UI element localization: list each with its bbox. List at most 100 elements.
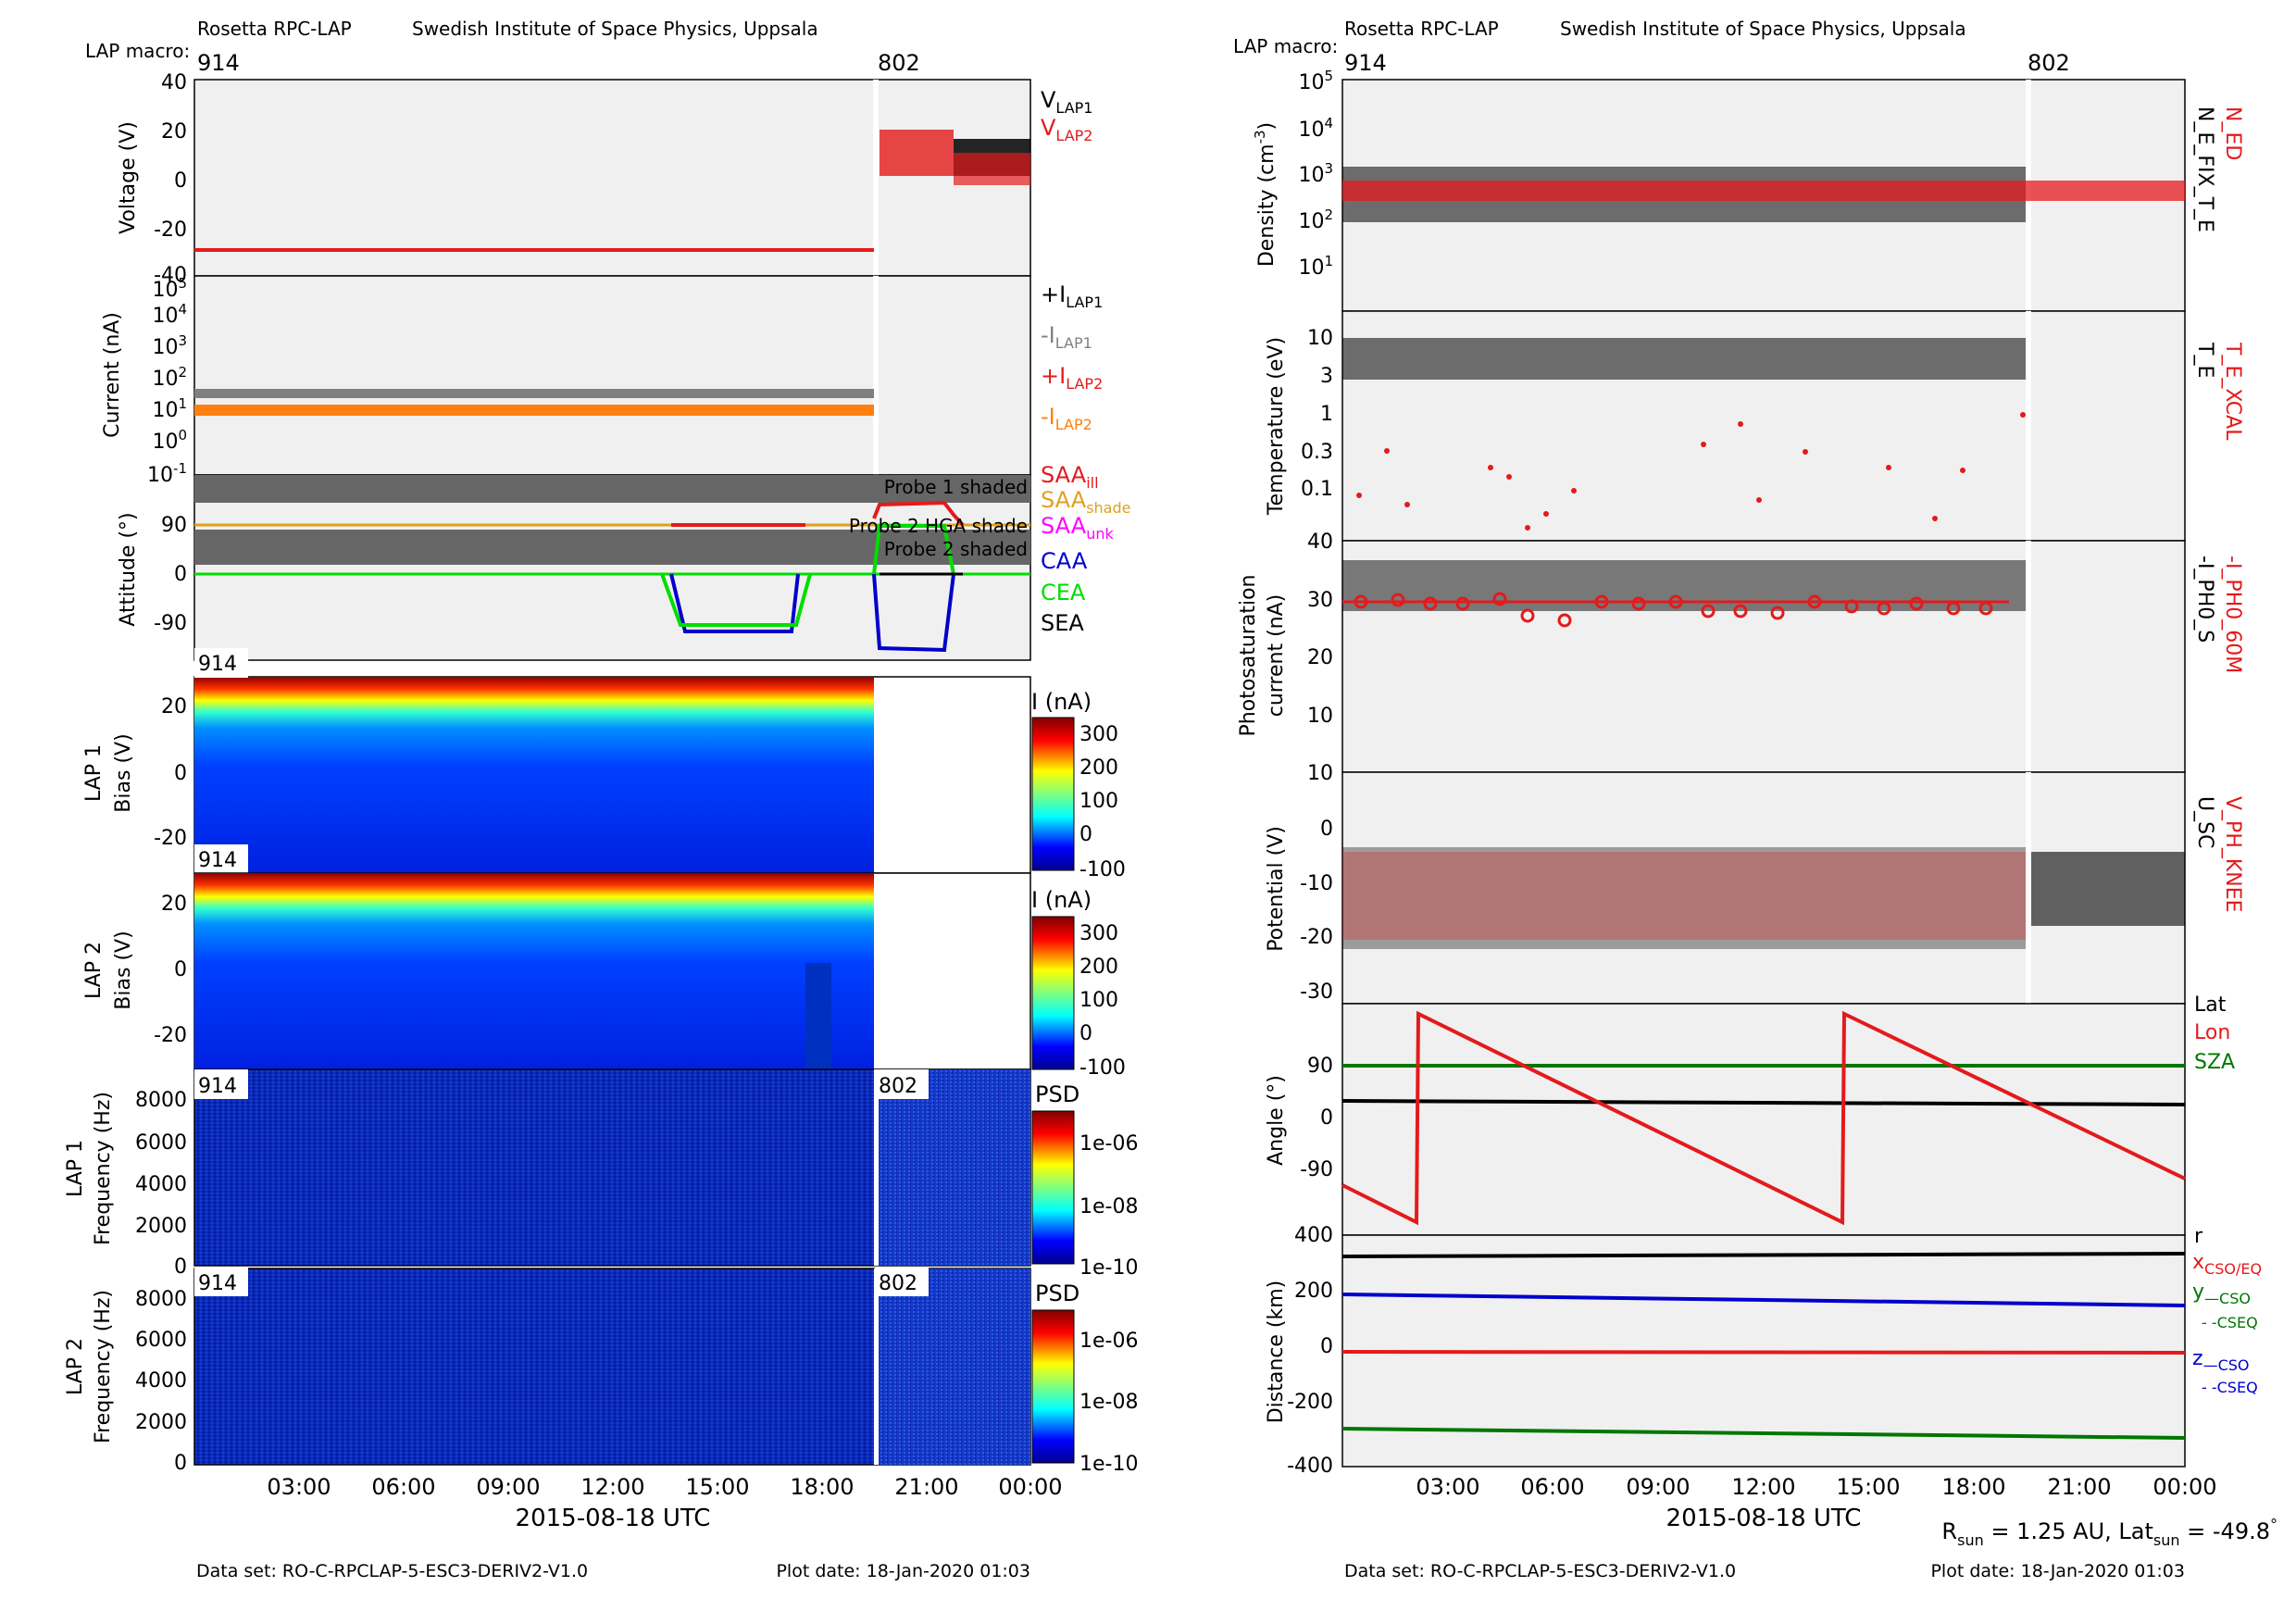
xtick: 00:00 [2152, 1474, 2216, 1500]
ytick: 10 [1307, 327, 1333, 350]
xtick: 21:00 [2047, 1474, 2111, 1500]
macro-box [194, 1267, 248, 1296]
xtick: 06:00 [1520, 1474, 1584, 1500]
spectrogram-dark-patch [805, 963, 831, 1069]
t-e-xcal-point [1803, 449, 1808, 455]
potential-panel: 0 -10 -20 -30 10 Potential (V) V_PH_KNEE… [1265, 762, 2244, 1005]
date-label: 2015-08-18 UTC [516, 1505, 711, 1532]
ytick: -30 [1300, 981, 1333, 1004]
cea-trace [660, 524, 955, 627]
colorbar-label: PSD [1035, 1081, 1079, 1107]
colorbar [1031, 1110, 1075, 1265]
ylabel: Current (nA) [101, 312, 124, 438]
ytick-neg20: -20 [154, 1024, 187, 1047]
colorbar-label: PSD [1035, 1280, 1079, 1306]
macro-box [875, 1069, 929, 1099]
ytick: 10-1 [147, 460, 187, 487]
t-e-xcal-point [1932, 516, 1938, 521]
minus-i-lap1-trace [194, 389, 874, 398]
ytick: 10 [1307, 762, 1333, 785]
macro-914: 914 [198, 849, 237, 872]
ytick-8000: 8000 [135, 1089, 187, 1112]
ylabel: Temperature (eV) [1265, 337, 1288, 516]
attitude-panel: Probe 1 shaded Probe 2 HGA shade Probe 2… [117, 462, 1130, 661]
xtick: 21:00 [894, 1474, 958, 1500]
ylabel-line1: Photosaturation [1237, 575, 1260, 737]
legend-plus-ilap2: +ILAP2 [1041, 363, 1103, 393]
panel-bg [193, 275, 1031, 476]
ytick-0: 0 [174, 1255, 187, 1279]
ytick-90: 90 [161, 514, 187, 537]
ytick: -20 [1300, 926, 1333, 949]
ytick-0: 0 [174, 563, 187, 586]
lat-trace [1341, 1099, 2186, 1106]
legend-vlap2: VLAP2 [1041, 115, 1092, 144]
ytick: 105 [1298, 68, 1333, 94]
t-e-xcal-point [1404, 502, 1410, 507]
cbar-tick: 1e-10 [1079, 1453, 1138, 1476]
ytick: 40 [1307, 531, 1333, 554]
t-e-xcal-point [2020, 412, 2026, 418]
ytick: 90 [1307, 1055, 1333, 1078]
spectrogram [194, 873, 874, 1069]
spectrogram [194, 677, 874, 873]
cbar-tick: 1e-10 [1079, 1256, 1138, 1280]
macro-box [194, 844, 248, 874]
ytick-0: 0 [174, 1452, 187, 1475]
colorbar [1031, 916, 1075, 1070]
ytick: 0 [1320, 818, 1333, 841]
right-x-axis: 03:00 06:00 09:00 12:00 15:00 18:00 21:0… [1344, 1474, 2277, 1581]
macro-802: 802 [879, 1075, 917, 1098]
ytick: 0.3 [1301, 441, 1333, 464]
annotation-probe1: Probe 1 shaded [884, 476, 1028, 498]
ytick: 103 [1298, 160, 1333, 187]
xtick: 03:00 [1416, 1474, 1479, 1500]
instrument-label: Rosetta RPC-LAP [197, 18, 352, 40]
ylabel: Density (cm-3) [1252, 122, 1279, 267]
cbar-tick: 1e-06 [1079, 1132, 1138, 1156]
macro-914: 914 [1344, 50, 1387, 76]
ytick: 102 [152, 364, 187, 391]
colorbar-label: I (nA) [1031, 689, 1092, 715]
macro-label: LAP macro: [1233, 35, 1338, 57]
left-header: Rosetta RPC-LAP Swedish Institute of Spa… [85, 18, 920, 76]
t-e-xcal-point [1384, 448, 1390, 454]
lap2-bias-panel: 20 0 -20 LAP 2 Bias (V) I (nA) 300 200 1… [82, 872, 1126, 1080]
ytick: 10 [1307, 705, 1333, 728]
ytick-8000: 8000 [135, 1288, 187, 1311]
density-panel: 105 104 103 102 101 Density (cm-3) N_ED … [1252, 68, 2244, 312]
cbar-tick: 1e-06 [1079, 1330, 1138, 1353]
ytick: -90 [1300, 1158, 1333, 1181]
data-gap [2026, 772, 2031, 1004]
ytick: 1 [1320, 403, 1333, 426]
ytick-40: 40 [161, 71, 187, 94]
panel-bg [1341, 1003, 2186, 1236]
current-panel: 105 104 103 102 101 100 10-1 Current (nA… [101, 275, 1103, 487]
ytick-20: 20 [161, 893, 187, 916]
ytick-2000: 2000 [135, 1411, 187, 1434]
cbar-tick: 300 [1079, 723, 1118, 746]
cbar-tick: 100 [1079, 989, 1118, 1012]
legend-y: y—CSO [2192, 1280, 2251, 1307]
legend-sea: SEA [1041, 610, 1084, 636]
ylabel: Voltage (V) [117, 121, 140, 234]
sun-info: Rsun = 1.25 AU, Latsun = -49.8° [1941, 1516, 2277, 1549]
ytick: 105 [152, 275, 187, 302]
legend-i-ph0-s: -I_PH0_S [2193, 556, 2216, 643]
potential-scatter-red [1342, 852, 2026, 940]
cbar-tick: 0 [1079, 823, 1092, 846]
data-gap [874, 1268, 879, 1465]
ytick-20: 20 [161, 695, 187, 718]
xtick: 12:00 [1731, 1474, 1795, 1500]
saa-ill-trace-2 [872, 500, 965, 527]
annotation-probe2-hga: Probe 2 HGA shade [849, 515, 1028, 537]
caa-trace [669, 573, 955, 653]
macro-802: 802 [879, 1272, 917, 1295]
ytick: 102 [1298, 206, 1333, 233]
ylabel-line2: current (nA) [1265, 594, 1288, 718]
r-trace [1341, 1252, 2186, 1258]
xtick: 12:00 [580, 1474, 644, 1500]
distance-panel: 400 200 0 -200 -400 Distance (km) r xCSO… [1265, 1224, 2262, 1478]
ylabel-line1: LAP 2 [64, 1338, 87, 1395]
